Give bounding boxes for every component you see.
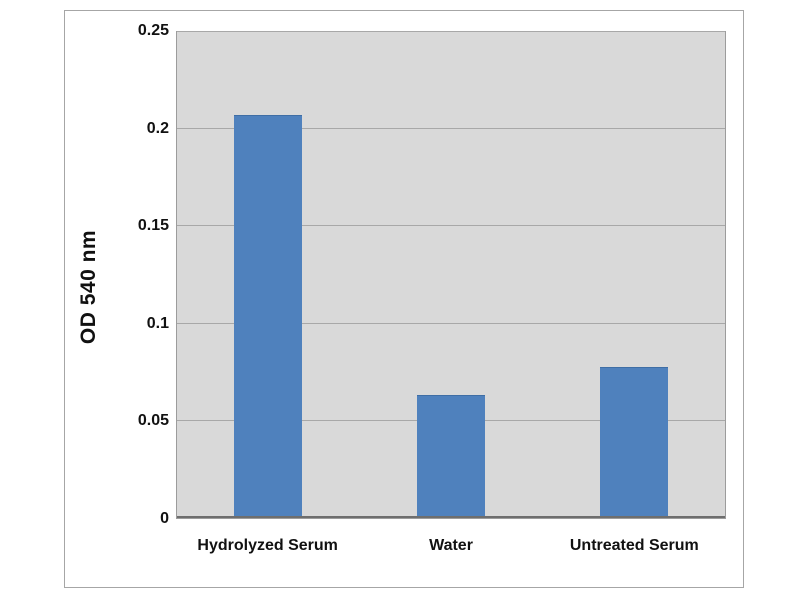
y-tick-label: 0.1 [146, 314, 169, 332]
y-tick-label: 0 [160, 510, 169, 527]
chart-frame: OD 540 nm 0 0.05 0.1 0.15 0.2 0.25 Hydrolyzed… [64, 10, 744, 588]
x-axis-line [177, 516, 725, 518]
bar-slot [177, 32, 360, 518]
gridline [177, 225, 725, 227]
y-tick-label: 0.15 [137, 217, 169, 235]
y-tick-label: 0.25 [137, 22, 169, 39]
x-axis-category-labels: Hydrolyzed Serum Water Untreated Serum [176, 529, 726, 555]
x-category-label: Water [429, 537, 473, 554]
y-axis-tick-labels: 0 0.05 0.1 0.15 0.2 0.25 [65, 22, 169, 527]
x-category-label: Untreated Serum [569, 537, 699, 554]
bar [234, 114, 303, 518]
gridline [177, 128, 725, 130]
bar-series [177, 32, 725, 518]
gridline [177, 31, 725, 32]
y-tick-label: 0.2 [146, 119, 169, 137]
bar-slot [360, 32, 543, 518]
bar [417, 394, 485, 518]
bar-slot [542, 32, 725, 518]
y-tick-label: 0.05 [137, 412, 169, 430]
bar [599, 367, 668, 518]
x-category-label: Hydrolyzed Serum [197, 537, 338, 554]
plot-area [176, 31, 726, 519]
gridline [177, 322, 725, 324]
